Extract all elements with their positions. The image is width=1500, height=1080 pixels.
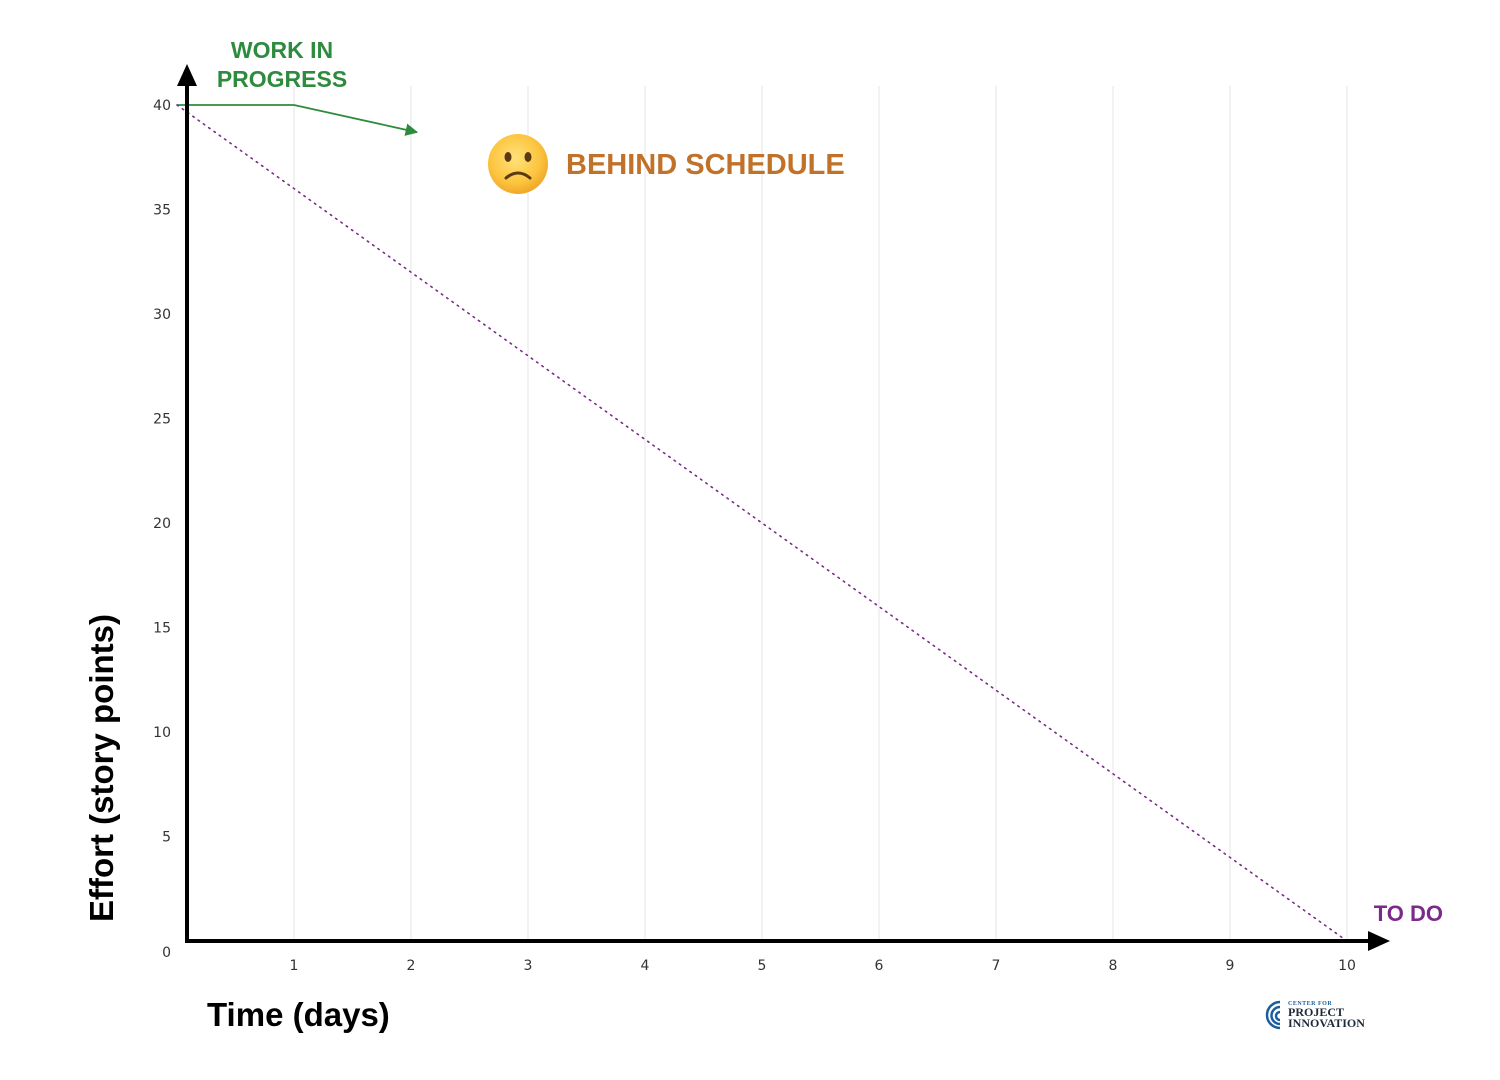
series-group	[176, 104, 1348, 942]
x-tick-label: 9	[1226, 958, 1235, 974]
status-label: BEHIND SCHEDULE	[566, 149, 845, 181]
logo-line1: CENTER FOR	[1288, 1001, 1332, 1007]
x-tick-label: 1	[290, 958, 299, 974]
y-tick-label: 30	[153, 307, 171, 323]
x-tick-label: 3	[524, 958, 533, 974]
y-tick-labels: 0 5 10 15 20 25 30 35 40	[153, 98, 171, 961]
x-tick-label: 10	[1338, 958, 1356, 974]
x-tick-labels: 1 2 3 4 5 6 7 8 9 10	[290, 958, 1356, 974]
y-tick-label: 0	[162, 945, 171, 961]
slightly-frowning-face-icon	[488, 134, 548, 194]
logo-line3: INNOVATION	[1288, 1016, 1365, 1030]
work-in-progress-line	[177, 104, 419, 136]
wip-label-line2: PROGRESS	[217, 66, 347, 92]
y-axis-arrowhead	[177, 64, 197, 86]
wip-label-line1: WORK IN	[231, 37, 333, 63]
y-tick-label: 10	[153, 725, 171, 741]
x-tick-label: 7	[992, 958, 1001, 974]
y-axis-title: Effort (story points)	[83, 614, 120, 922]
y-tick-label: 35	[153, 203, 171, 219]
y-tick-label: 25	[153, 412, 171, 428]
grid-lines	[293, 86, 1348, 940]
y-tick-label: 40	[153, 98, 171, 114]
x-axis-title: Time (days)	[207, 996, 390, 1033]
x-axis-arrowhead	[1368, 931, 1390, 951]
y-tick-label: 15	[153, 621, 171, 637]
x-tick-label: 2	[407, 958, 416, 974]
x-tick-label: 4	[641, 958, 650, 974]
x-tick-label: 5	[758, 958, 767, 974]
center-for-project-innovation-logo: CENTER FOR PROJECT INNOVATION	[1265, 1000, 1365, 1030]
todo-label: TO DO	[1374, 901, 1443, 926]
x-tick-label: 6	[875, 958, 884, 974]
y-tick-label: 5	[162, 830, 171, 846]
x-tick-label: 8	[1109, 958, 1118, 974]
y-tick-label: 20	[153, 516, 171, 532]
logo-line2: PROJECT	[1288, 1005, 1344, 1019]
